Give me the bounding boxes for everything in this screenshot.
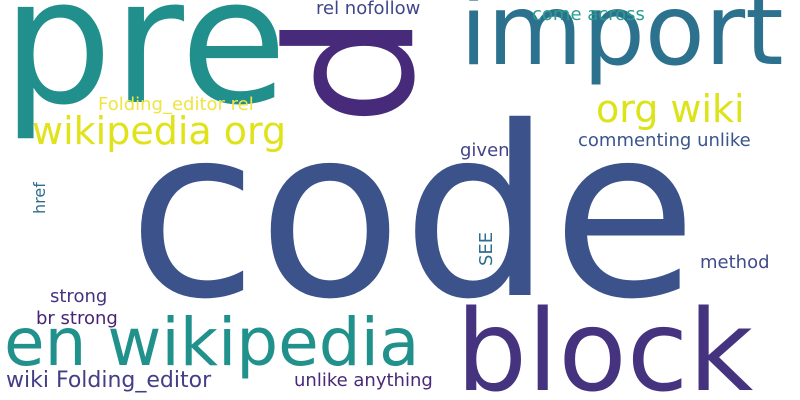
word-href: href: [30, 182, 49, 214]
word-come-across: come across: [532, 4, 645, 25]
word-org-wiki: org wiki: [596, 87, 745, 131]
word-br-strong: br strong: [36, 308, 118, 329]
word-folding-editor-rel: Folding_editor rel: [98, 94, 254, 115]
word-strong: strong: [50, 286, 108, 307]
word-pre: pre: [2, 0, 288, 144]
word-wiki-folding-editor: wiki Folding_editor: [6, 368, 212, 393]
word-code: code: [128, 76, 698, 351]
word-unlike-anything: unlike anything: [294, 370, 433, 391]
word-en-wikipedia: en wikipedia: [4, 304, 420, 381]
word-import: import: [460, 0, 784, 88]
word-given: given: [460, 140, 510, 161]
word-p: p: [274, 14, 479, 126]
word-block: block: [456, 287, 754, 400]
word-see: SEE: [476, 231, 497, 266]
word-commenting-unlike: commenting unlike: [578, 130, 751, 151]
word-method: method: [700, 252, 770, 273]
word-rel-nofollow: rel nofollow: [316, 0, 421, 19]
word-wikipedia-org: wikipedia org: [32, 109, 287, 153]
